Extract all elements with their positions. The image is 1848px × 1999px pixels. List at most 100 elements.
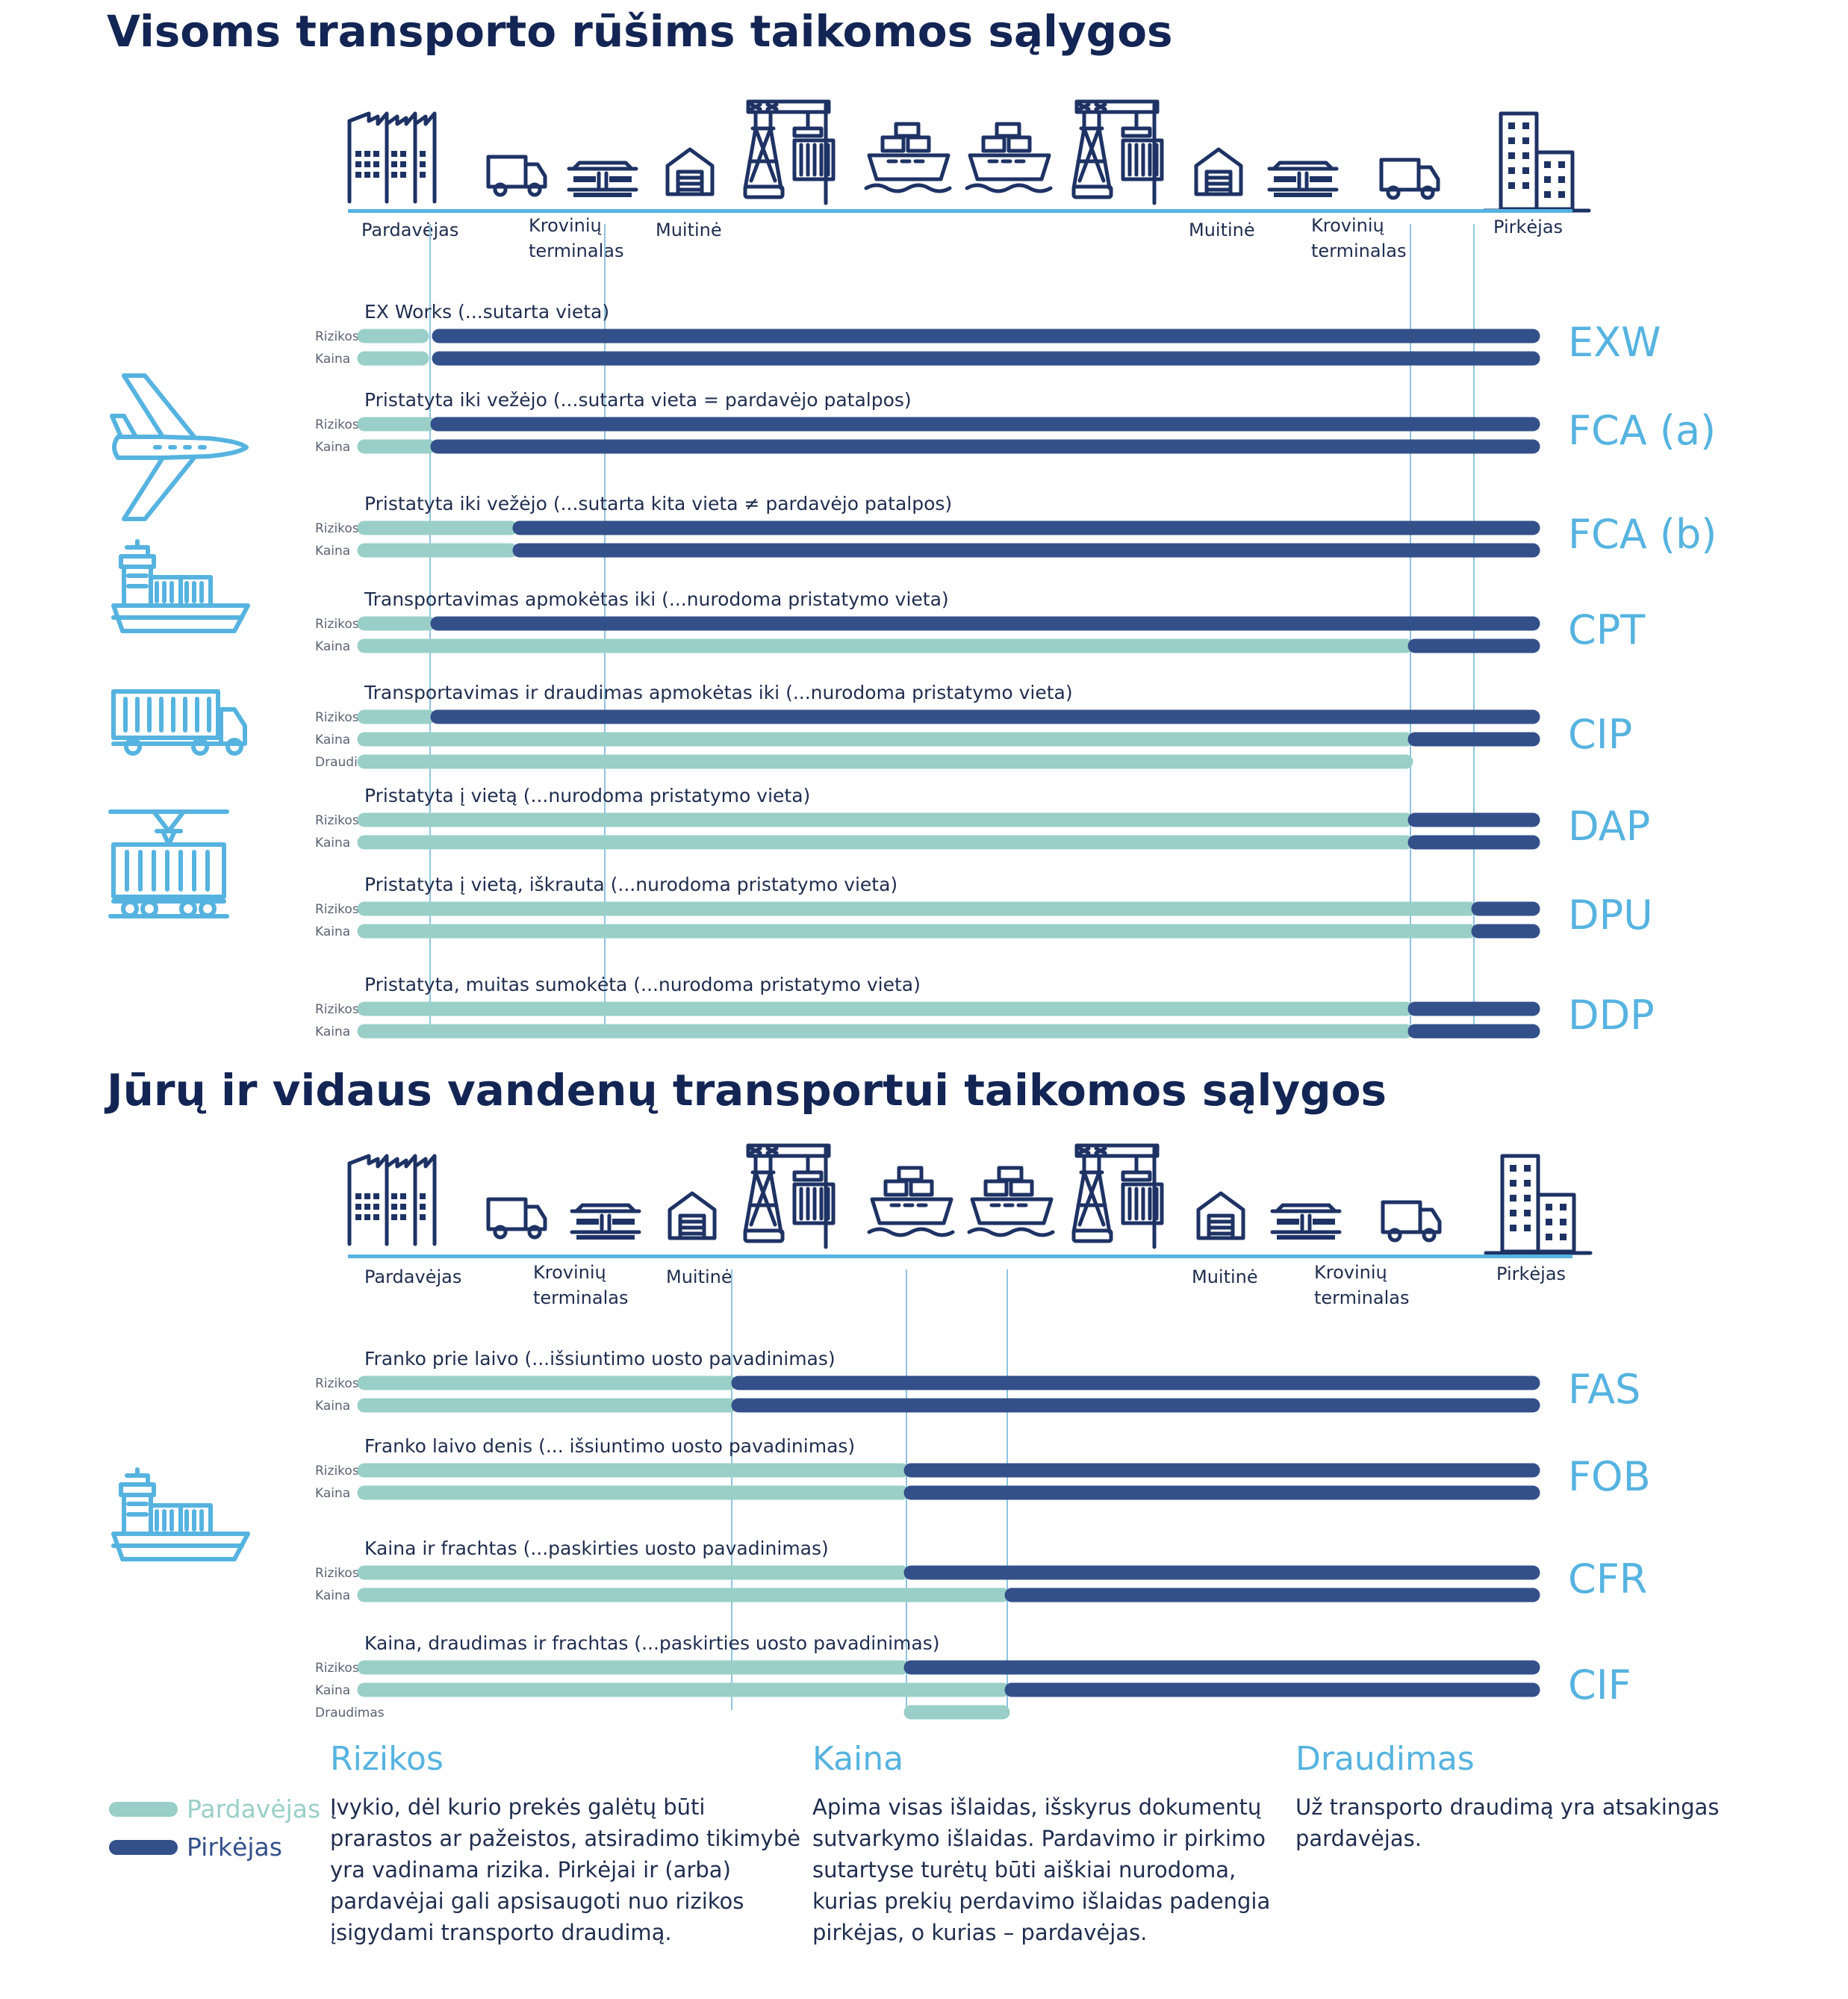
legend-kaina-text: Apima visas išlaidas, išskyrus dokumentų… <box>812 1794 1270 1945</box>
station-customs1: Muitinė <box>666 1266 732 1287</box>
incoterm-description: Pristatyta į vietą, iškrauta (...nurodom… <box>364 874 897 895</box>
incoterm-code: EXW <box>1568 319 1661 366</box>
station-terminal1: Krovinių <box>533 1262 606 1283</box>
bar-label: Rizikos <box>315 813 359 828</box>
station-terminal2: Krovinių <box>1311 215 1384 236</box>
legend-text-line: prarastos ar pažeistos, atsiradimo tikim… <box>330 1826 800 1851</box>
incoterm-row: Pristatyta, muitas sumokėta (...nurodoma… <box>315 974 1655 1039</box>
buyer-buildings-icon <box>1486 1156 1590 1253</box>
legend-text-line: Įvykio, dėl kurio prekės galėtų būti <box>330 1794 705 1820</box>
legend: Pardavėjas Pirkėjas Rizikos Įvykio, dėl … <box>109 1740 1719 1945</box>
legend-buyer-label: Pirkėjas <box>187 1832 282 1862</box>
incoterm-code: FCA (b) <box>1568 511 1717 558</box>
bar-label: Rizikos <box>315 710 359 725</box>
customs-warehouse-icon <box>1198 1193 1243 1238</box>
section1-mode-icons <box>111 376 248 916</box>
incoterm-row: Franko prie laivo (...išsiuntimo uosto p… <box>315 1348 1640 1414</box>
section1-title: Visoms transporto rūšims taikomos sąlygo… <box>107 6 1173 57</box>
station-seller: Pardavėjas <box>361 220 458 240</box>
station-customs2: Muitinė <box>1192 1266 1258 1287</box>
incoterm-code: CPT <box>1568 606 1646 653</box>
incoterm-row: Franko laivo denis (... išsiuntimo uosto… <box>315 1435 1651 1501</box>
truck-icon <box>1381 160 1438 198</box>
bar-label: Rizikos <box>315 902 359 917</box>
incoterm-description: Pristatyta iki vežėjo (...sutarta vieta … <box>364 389 912 411</box>
station-terminal2: Krovinių <box>1314 1262 1387 1283</box>
cargo-ship-icon <box>969 1168 1053 1235</box>
cargo-terminal-icon <box>572 1205 639 1240</box>
station-terminal1-line2: terminalas <box>529 240 623 261</box>
bar-label: Rizikos <box>315 1376 359 1391</box>
legend-text-line: įsigydami transporto draudimą. <box>330 1920 672 1945</box>
bar-label: Rizikos <box>315 1566 359 1581</box>
bar-label: Kaina <box>315 1399 350 1414</box>
legend-text-line: pardavėjai gali apsisaugoti nuo rizikos <box>330 1888 744 1914</box>
bar-label: Rizikos <box>315 1464 359 1479</box>
incoterm-row: Pristatyta į vietą (...nurodoma pristaty… <box>315 785 1650 851</box>
station-customs1: Muitinė <box>656 220 722 240</box>
station-seller: Pardavėjas <box>364 1266 461 1287</box>
bar-label: Rizikos <box>315 617 359 632</box>
container-ship-icon <box>113 541 248 631</box>
route-axis <box>348 209 1572 213</box>
port-crane-icon <box>745 1145 833 1247</box>
bar-label: Kaina <box>315 352 350 367</box>
station-customs2: Muitinė <box>1189 220 1255 240</box>
bar-label: Kaina <box>315 924 350 939</box>
container-truck-icon <box>113 691 245 753</box>
incoterm-code: CFR <box>1568 1555 1647 1602</box>
incoterm-description: Pristatyta, muitas sumokėta (...nurodoma… <box>364 974 921 995</box>
customs-warehouse-icon <box>668 149 712 194</box>
truck-icon <box>1383 1202 1440 1240</box>
port-crane-icon <box>1074 1145 1162 1247</box>
bar-label: Kaina <box>315 1683 350 1698</box>
port-crane-icon <box>1074 102 1162 203</box>
legend-text-line: Apima visas išlaidas, išskyrus dokumentų <box>812 1794 1261 1820</box>
incoterm-code: DPU <box>1568 892 1653 939</box>
section1-icon-strip <box>348 102 1589 213</box>
factory-icon <box>349 1156 435 1244</box>
incoterm-code: FCA (a) <box>1568 407 1716 454</box>
legend-kaina-title: Kaina <box>812 1740 903 1778</box>
bar-label: Rizikos <box>315 1002 359 1017</box>
incoterm-row: Transportavimas ir draudimas apmokėtas i… <box>315 682 1632 770</box>
section2-title: Jūrų ir vidaus vandenų transportui taiko… <box>104 1065 1387 1116</box>
station-terminal2-line2: terminalas <box>1311 240 1406 261</box>
route-axis <box>348 1255 1572 1258</box>
incoterm-description: Kaina ir frachtas (...paskirties uosto p… <box>364 1538 829 1559</box>
cargo-ship-icon <box>866 124 950 191</box>
station-terminal2-line2: terminalas <box>1314 1287 1409 1308</box>
truck-icon <box>488 1199 545 1237</box>
legend-text-line: sutartyse turėtų būti aiškiai nurodoma, <box>812 1857 1236 1883</box>
bar-label: Kaina <box>315 639 350 654</box>
port-crane-icon <box>745 102 833 203</box>
truck-icon <box>488 157 545 195</box>
bar-label: Rizikos <box>315 329 359 344</box>
incoterm-description: Franko prie laivo (...išsiuntimo uosto p… <box>364 1348 836 1370</box>
cargo-ship-icon <box>869 1168 953 1235</box>
incoterm-description: Transportavimas apmokėtas iki (...nurodo… <box>364 588 949 610</box>
incoterm-row: EX Works (...sutarta vieta) EXW Rizikos Kai… <box>315 301 1661 367</box>
cargo-terminal-icon <box>569 163 636 197</box>
incoterm-description: Kaina, draudimas ir frachtas (...paskirt… <box>364 1632 939 1654</box>
legend-rizikos-text: Įvykio, dėl kurio prekės galėtų būti prar… <box>330 1794 800 1945</box>
station-terminal1: Krovinių <box>529 215 602 236</box>
section2-mode-icons <box>113 1470 248 1559</box>
legend-text-line: pardavėjas. <box>1295 1826 1422 1851</box>
incoterm-description: Pristatyta iki vežėjo (...sutarta kita v… <box>364 493 952 514</box>
incoterm-row: Pristatyta iki vežėjo (...sutarta kita v… <box>315 493 1717 559</box>
legend-draudimas-text: Už transporto draudimą yra atsakingas par… <box>1295 1794 1719 1851</box>
section2-rows: Franko prie laivo (...išsiuntimo uosto p… <box>315 1348 1651 1720</box>
airplane-icon <box>112 376 246 519</box>
station-buyer: Pirkėjas <box>1493 217 1563 237</box>
incoterm-code: DAP <box>1568 803 1650 850</box>
section2-icon-strip <box>348 1145 1590 1258</box>
incoterm-description: Pristatyta į vietą (...nurodoma pristaty… <box>364 785 810 806</box>
incoterm-row: Kaina, draudimas ir frachtas (...paskirt… <box>315 1632 1631 1720</box>
station-buyer: Pirkėjas <box>1496 1263 1566 1284</box>
incoterm-row: Pristatyta iki vežėjo (...sutarta vieta … <box>315 389 1716 455</box>
buyer-buildings-icon <box>1484 114 1589 211</box>
bar-label: Kaina <box>315 440 350 455</box>
bar-label: Rizikos <box>315 521 359 536</box>
